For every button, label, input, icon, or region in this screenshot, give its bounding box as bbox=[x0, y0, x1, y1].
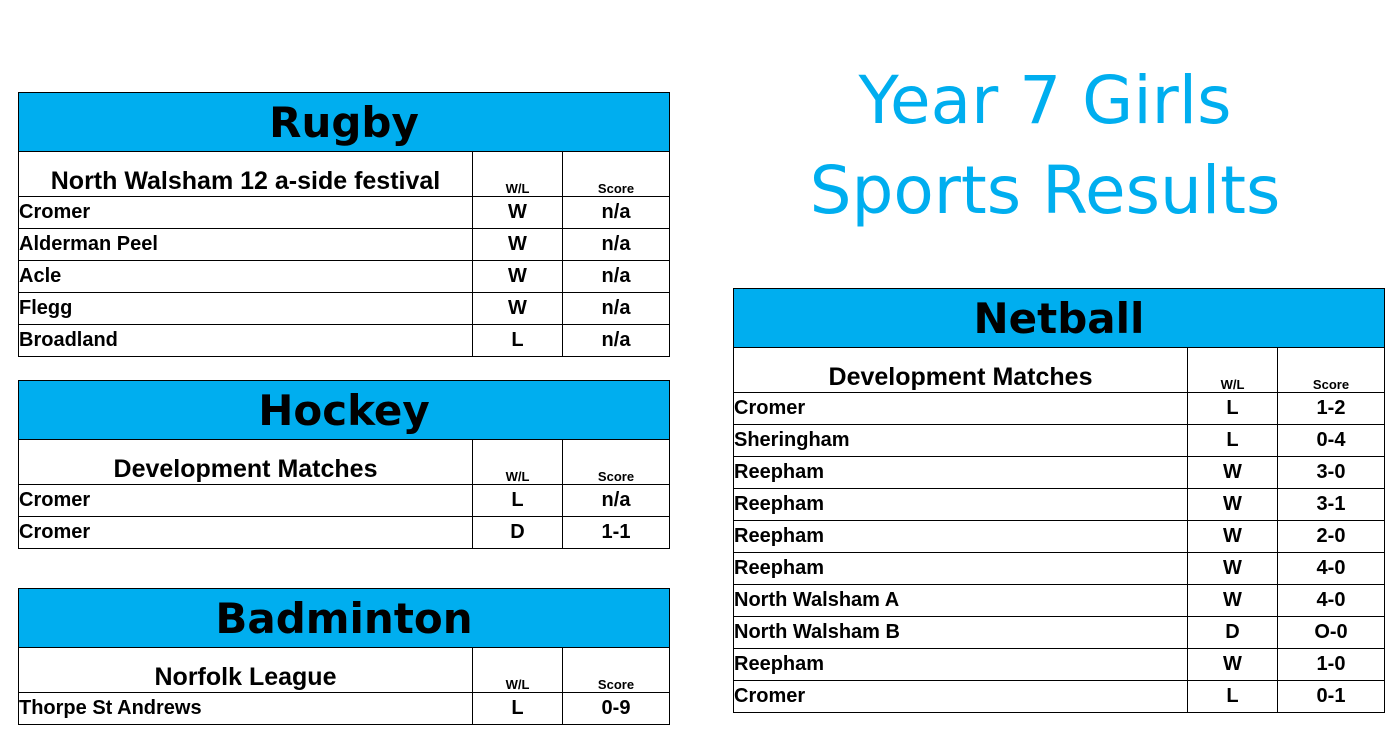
sport-heading: Rugby bbox=[18, 92, 670, 152]
score-cell: 0-9 bbox=[562, 692, 670, 725]
score-cell: O-0 bbox=[1277, 616, 1385, 649]
result-cell: L bbox=[472, 324, 563, 357]
sport-heading: Netball bbox=[733, 288, 1385, 348]
table-row: Reepham W 3-1 bbox=[733, 488, 1385, 521]
team-name: Flegg bbox=[18, 292, 473, 325]
team-name: Reepham bbox=[733, 456, 1188, 489]
table-row: Reepham W 1-0 bbox=[733, 648, 1385, 681]
wl-column-header: W/L bbox=[472, 647, 563, 693]
result-cell: L bbox=[1187, 680, 1278, 713]
score-cell: 0-4 bbox=[1277, 424, 1385, 457]
score-cell: 1-0 bbox=[1277, 648, 1385, 681]
netball-table: Netball Development Matches W/L Score Cr… bbox=[733, 288, 1385, 713]
score-cell: n/a bbox=[562, 228, 670, 261]
event-name: Development Matches bbox=[733, 347, 1188, 393]
result-cell: D bbox=[472, 516, 563, 549]
rugby-table: Rugby North Walsham 12 a-side festival W… bbox=[18, 92, 670, 357]
team-name: Reepham bbox=[733, 488, 1188, 521]
table-row: Reepham W 2-0 bbox=[733, 520, 1385, 553]
title-line-2: Sports Results bbox=[809, 152, 1281, 229]
score-cell: 4-0 bbox=[1277, 552, 1385, 585]
wl-column-header: W/L bbox=[472, 439, 563, 485]
table-row: Cromer D 1-1 bbox=[18, 516, 670, 549]
team-name: Cromer bbox=[18, 196, 473, 229]
score-cell: 3-0 bbox=[1277, 456, 1385, 489]
team-name: Cromer bbox=[18, 484, 473, 517]
result-cell: W bbox=[1187, 456, 1278, 489]
table-row: Cromer L 1-2 bbox=[733, 392, 1385, 425]
wl-column-header: W/L bbox=[472, 151, 563, 197]
result-cell: L bbox=[1187, 392, 1278, 425]
result-cell: W bbox=[472, 228, 563, 261]
event-name: Development Matches bbox=[18, 439, 473, 485]
score-cell: 2-0 bbox=[1277, 520, 1385, 553]
badminton-table: Badminton Norfolk League W/L Score Thorp… bbox=[18, 588, 670, 725]
score-column-header: Score bbox=[562, 439, 670, 485]
result-cell: W bbox=[1187, 488, 1278, 521]
team-name: North Walsham A bbox=[733, 584, 1188, 617]
score-cell: 3-1 bbox=[1277, 488, 1385, 521]
score-cell: n/a bbox=[562, 260, 670, 293]
result-cell: W bbox=[1187, 648, 1278, 681]
result-cell: W bbox=[1187, 552, 1278, 585]
result-cell: W bbox=[472, 260, 563, 293]
result-cell: W bbox=[472, 292, 563, 325]
team-name: North Walsham B bbox=[733, 616, 1188, 649]
score-cell: 1-2 bbox=[1277, 392, 1385, 425]
result-cell: L bbox=[472, 692, 563, 725]
sport-heading: Badminton bbox=[18, 588, 670, 648]
team-name: Cromer bbox=[18, 516, 473, 549]
team-name: Acle bbox=[18, 260, 473, 293]
result-cell: D bbox=[1187, 616, 1278, 649]
team-name: Broadland bbox=[18, 324, 473, 357]
score-cell: n/a bbox=[562, 292, 670, 325]
score-cell: 1-1 bbox=[562, 516, 670, 549]
team-name: Cromer bbox=[733, 680, 1188, 713]
table-row: Reepham W 3-0 bbox=[733, 456, 1385, 489]
title-line-1: Year 7 Girls bbox=[858, 62, 1232, 139]
table-row: North Walsham A W 4-0 bbox=[733, 584, 1385, 617]
result-cell: W bbox=[1187, 520, 1278, 553]
score-cell: n/a bbox=[562, 324, 670, 357]
score-column-header: Score bbox=[562, 647, 670, 693]
team-name: Reepham bbox=[733, 520, 1188, 553]
score-cell: 0-1 bbox=[1277, 680, 1385, 713]
score-cell: 4-0 bbox=[1277, 584, 1385, 617]
hockey-table: Hockey Development Matches W/L Score Cro… bbox=[18, 380, 670, 549]
table-row: Cromer L 0-1 bbox=[733, 680, 1385, 713]
score-cell: n/a bbox=[562, 196, 670, 229]
page-title: Year 7 Girls Sports Results bbox=[740, 56, 1350, 236]
score-cell: n/a bbox=[562, 484, 670, 517]
table-row: North Walsham B D O-0 bbox=[733, 616, 1385, 649]
team-name: Sheringham bbox=[733, 424, 1188, 457]
team-name: Thorpe St Andrews bbox=[18, 692, 473, 725]
result-cell: L bbox=[472, 484, 563, 517]
event-name: North Walsham 12 a-side festival bbox=[18, 151, 473, 197]
table-row: Sheringham L 0-4 bbox=[733, 424, 1385, 457]
wl-column-header: W/L bbox=[1187, 347, 1278, 393]
team-name: Reepham bbox=[733, 648, 1188, 681]
event-name: Norfolk League bbox=[18, 647, 473, 693]
result-cell: W bbox=[472, 196, 563, 229]
result-cell: L bbox=[1187, 424, 1278, 457]
table-row: Thorpe St Andrews L 0-9 bbox=[18, 692, 670, 725]
team-name: Cromer bbox=[733, 392, 1188, 425]
team-name: Alderman Peel bbox=[18, 228, 473, 261]
sport-heading: Hockey bbox=[18, 380, 670, 440]
score-column-header: Score bbox=[562, 151, 670, 197]
score-column-header: Score bbox=[1277, 347, 1385, 393]
table-row: Reepham W 4-0 bbox=[733, 552, 1385, 585]
result-cell: W bbox=[1187, 584, 1278, 617]
team-name: Reepham bbox=[733, 552, 1188, 585]
